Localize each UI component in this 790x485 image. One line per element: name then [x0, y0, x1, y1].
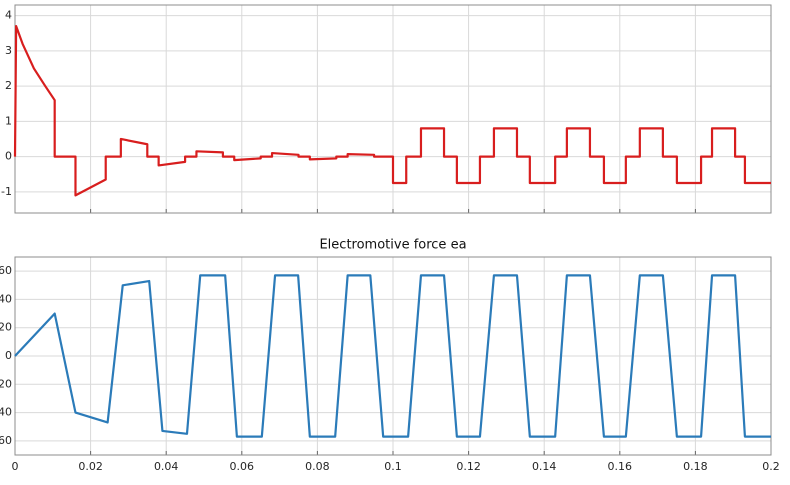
x-tick-label: 0.16: [608, 460, 633, 473]
y-tick-label: 60: [0, 264, 12, 277]
data-line: [14, 274, 771, 438]
x-tick-label: 0.08: [305, 460, 330, 473]
y-tick-label: 4: [5, 9, 12, 22]
y-tick-label: 0: [5, 349, 12, 362]
y-tick-label: -1: [1, 185, 12, 198]
x-tick-label: 0.04: [154, 460, 179, 473]
y-tick-label: 40: [0, 406, 12, 419]
y-tick-label: 60: [0, 434, 12, 447]
x-tick-label: 0.06: [230, 460, 255, 473]
x-tick-label: 0.02: [78, 460, 103, 473]
x-tick-label: 0: [12, 460, 19, 473]
y-tick-label: 20: [0, 321, 12, 334]
y-tick-label: 40: [0, 292, 12, 305]
x-tick-label: 0.2: [762, 460, 780, 473]
data-line: [13, 25, 771, 197]
y-tick-label: 20: [0, 377, 12, 390]
x-tick-label: 0.1: [384, 460, 402, 473]
chart-title: Electromotive force ea: [319, 238, 466, 253]
x-tick-label: 0.18: [683, 460, 708, 473]
x-tick-label: 0.12: [456, 460, 481, 473]
y-tick-label: 2: [5, 79, 12, 92]
x-tick-label: 0.14: [532, 460, 557, 473]
y-tick-label: 3: [5, 44, 12, 57]
y-tick-label: 1: [5, 114, 12, 127]
y-tick-label: 0: [5, 150, 12, 163]
